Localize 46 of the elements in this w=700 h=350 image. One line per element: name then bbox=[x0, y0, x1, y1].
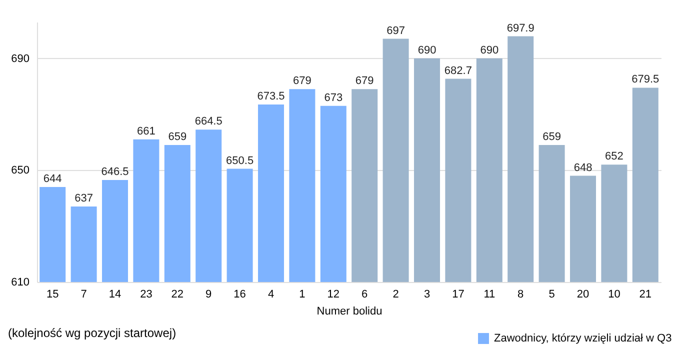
legend-label: Zawodnicy, którzy wzięli udział w Q3 bbox=[494, 332, 672, 344]
x-tick-label: 23 bbox=[140, 288, 152, 300]
x-tick-label: 9 bbox=[206, 288, 212, 300]
data-label: 679.5 bbox=[632, 74, 660, 86]
data-label: 646.5 bbox=[101, 166, 129, 178]
data-label: 690 bbox=[418, 44, 436, 56]
x-tick-label: 6 bbox=[362, 288, 368, 300]
x-tick-label: 5 bbox=[548, 288, 555, 300]
x-tick-label: 11 bbox=[484, 288, 496, 300]
y-tick-label: 610 bbox=[11, 276, 30, 288]
x-tick-label: 17 bbox=[452, 288, 464, 300]
data-label: 697 bbox=[386, 24, 405, 37]
x-tick-label: 16 bbox=[234, 288, 246, 300]
text: (kolejność wg pozycji startowej) bbox=[8, 326, 176, 340]
x-tick-label: 8 bbox=[518, 288, 524, 300]
data-label: 673 bbox=[324, 92, 343, 104]
data-label: 673.5 bbox=[257, 90, 285, 102]
data-label: 659 bbox=[168, 131, 187, 144]
x-tick-label: 1 bbox=[299, 288, 306, 300]
x-tick-label: 14 bbox=[108, 288, 122, 300]
data-label: 659 bbox=[542, 131, 561, 144]
data-label: 637 bbox=[74, 192, 93, 205]
x-tick-label: 7 bbox=[80, 288, 87, 300]
x-tick-label: 3 bbox=[424, 288, 430, 300]
data-label: 650.5 bbox=[226, 154, 254, 167]
x-tick-label: 20 bbox=[576, 288, 590, 300]
x-tick-label: 12 bbox=[327, 288, 340, 300]
y-tick-label: 650 bbox=[11, 164, 30, 177]
x-tick-label: 22 bbox=[171, 288, 184, 300]
data-label: 697.9 bbox=[506, 22, 534, 34]
x-axis-title: Numer bolidu bbox=[316, 306, 382, 318]
data-label: 644 bbox=[43, 172, 62, 185]
x-tick-label: 15 bbox=[46, 288, 59, 300]
x-tick-label: 21 bbox=[639, 288, 652, 300]
data-label: 661 bbox=[137, 125, 156, 138]
data-label: 679 bbox=[355, 75, 374, 88]
data-label: 664.5 bbox=[194, 116, 222, 128]
data-label: 682.7 bbox=[444, 64, 472, 77]
data-label: 652 bbox=[605, 150, 624, 163]
y-tick-label: 690 bbox=[11, 52, 30, 65]
data-label: 679 bbox=[293, 75, 312, 88]
x-tick-label: 4 bbox=[268, 288, 274, 300]
x-tick-label: 10 bbox=[608, 288, 620, 300]
data-label: 648 bbox=[574, 162, 592, 174]
x-tick-label: 2 bbox=[392, 288, 399, 300]
data-label: 690 bbox=[480, 44, 499, 56]
